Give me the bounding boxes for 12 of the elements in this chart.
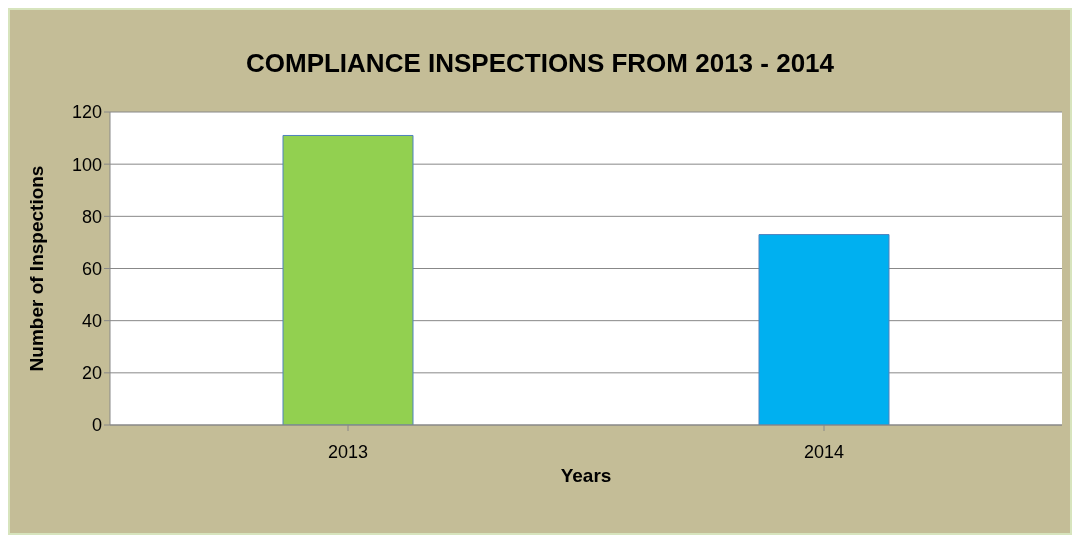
y-tick-label: 60 [81,258,102,279]
y-tick-label: 20 [81,363,102,384]
x-tick-label: 2013 [327,441,369,462]
y-tick-label: 120 [71,102,102,123]
y-tick-label: 100 [71,154,102,175]
chart-title: COMPLIANCE INSPECTIONS FROM 2013 - 2014 [245,48,835,79]
y-tick-label: 0 [91,415,102,436]
y-tick-label: 80 [81,206,102,227]
x-axis-title: Years [560,465,612,486]
y-tick-label: 40 [81,311,102,332]
x-tick-label: 2014 [803,441,845,462]
y-axis-title: Number of Inspections [25,165,47,372]
